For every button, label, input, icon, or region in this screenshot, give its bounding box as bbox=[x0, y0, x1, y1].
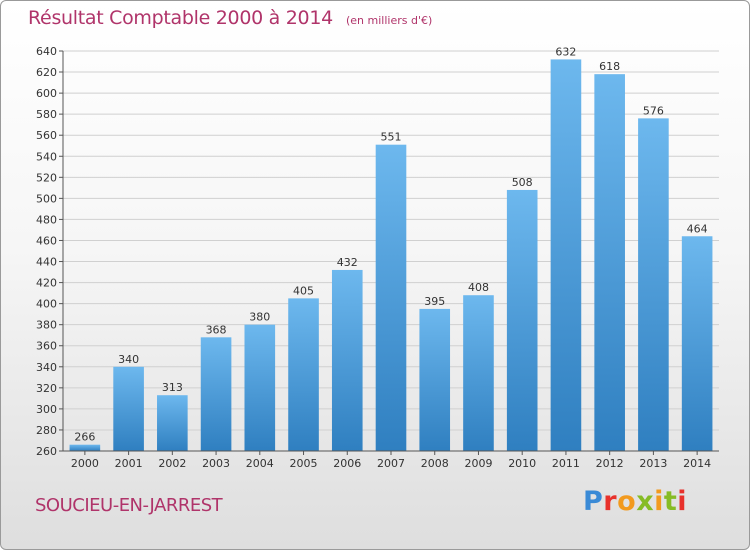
y-tick-label: 540 bbox=[36, 150, 57, 163]
y-tick-label: 520 bbox=[36, 171, 57, 184]
value-label-2006: 432 bbox=[337, 256, 358, 269]
y-tick-label: 300 bbox=[36, 403, 57, 416]
y-tick-label: 460 bbox=[36, 234, 57, 247]
bar-2012 bbox=[594, 74, 625, 451]
x-tick-label: 2000 bbox=[71, 457, 99, 470]
value-label-2003: 368 bbox=[206, 323, 227, 336]
logo-letter: x bbox=[636, 486, 655, 517]
bar-2004 bbox=[244, 324, 276, 451]
x-tick-label: 2008 bbox=[421, 457, 449, 470]
x-tick-label: 2005 bbox=[290, 457, 318, 470]
x-tick-label: 2003 bbox=[202, 457, 230, 470]
commune-name: SOUCIEU-EN-JARREST bbox=[35, 495, 223, 516]
value-label-2000: 266 bbox=[74, 431, 95, 444]
bar-2011 bbox=[550, 59, 582, 451]
y-tick-label: 560 bbox=[36, 129, 57, 142]
chart-title-row: Résultat Comptable 2000 à 2014 (en milli… bbox=[28, 7, 432, 29]
value-label-2013: 576 bbox=[643, 104, 664, 117]
x-axis: 2000 2001 2002 2003 2004 2005 2006 2007 2008 2009… bbox=[63, 450, 719, 470]
bar-2005 bbox=[288, 298, 319, 451]
x-tick-label: 2002 bbox=[158, 457, 186, 470]
logo-letter: i bbox=[654, 486, 664, 517]
x-tick-label: 2004 bbox=[246, 457, 274, 470]
proxiti-logo: Proxiti bbox=[583, 486, 687, 517]
y-axis: 260 280 300 320 340 360 380 400 420 440 460 480 500 5… bbox=[36, 45, 64, 458]
x-tick-label: 2010 bbox=[508, 457, 536, 470]
y-tick-label: 280 bbox=[36, 424, 57, 437]
bar-2001 bbox=[113, 366, 144, 451]
logo-letter: t bbox=[663, 486, 678, 517]
logo-letter: i bbox=[677, 486, 688, 517]
bars bbox=[69, 59, 713, 452]
logo-letter: r bbox=[603, 486, 618, 517]
y-tick-label: 600 bbox=[36, 87, 57, 100]
y-tick-label: 340 bbox=[36, 361, 57, 374]
value-label-2004: 380 bbox=[249, 311, 270, 324]
bar-2009 bbox=[463, 295, 494, 451]
value-label-2001: 340 bbox=[118, 353, 139, 366]
y-tick-label: 480 bbox=[36, 213, 57, 226]
value-label-2007: 551 bbox=[381, 131, 402, 144]
value-labels: 266 340 313 368 380 405 432 551 395 408 508 632 618 5… bbox=[74, 45, 707, 443]
x-tick-label: 2013 bbox=[639, 457, 667, 470]
y-tick-label: 260 bbox=[36, 445, 57, 458]
x-tick-label: 2001 bbox=[115, 457, 143, 470]
chart-subtitle: (en milliers d'€) bbox=[345, 14, 433, 27]
y-tick-label: 620 bbox=[36, 66, 57, 79]
y-tick-label: 640 bbox=[36, 45, 57, 58]
bar-2013 bbox=[638, 118, 669, 452]
x-tick-label: 2006 bbox=[333, 457, 361, 470]
value-label-2009: 408 bbox=[468, 281, 489, 294]
value-label-2014: 464 bbox=[687, 222, 708, 235]
bar-2008 bbox=[419, 308, 451, 451]
value-label-2008: 395 bbox=[424, 295, 445, 308]
y-tick-label: 380 bbox=[36, 319, 57, 332]
y-tick-label: 320 bbox=[36, 382, 57, 395]
y-tick-label: 580 bbox=[36, 108, 57, 121]
chart-title: Résultat Comptable 2000 à 2014 bbox=[28, 7, 333, 29]
logo-letter: o bbox=[617, 486, 637, 517]
x-tick-label: 2009 bbox=[464, 457, 492, 470]
logo-letter: P bbox=[583, 486, 604, 517]
value-label-2010: 508 bbox=[512, 176, 533, 189]
y-tick-label: 500 bbox=[36, 192, 57, 205]
bar-2014 bbox=[681, 236, 713, 451]
bar-2006 bbox=[331, 269, 363, 451]
bar-2007 bbox=[375, 144, 407, 451]
value-label-2002: 313 bbox=[162, 381, 183, 394]
x-tick-label: 2014 bbox=[683, 457, 711, 470]
x-tick-label: 2012 bbox=[596, 457, 624, 470]
x-tick-label: 2011 bbox=[552, 457, 580, 470]
bar-2002 bbox=[157, 395, 188, 451]
y-tick-label: 400 bbox=[36, 298, 57, 311]
bar-2010 bbox=[506, 189, 538, 451]
bar-2000 bbox=[69, 444, 101, 451]
value-label-2005: 405 bbox=[293, 284, 314, 297]
value-label-2012: 618 bbox=[599, 60, 620, 73]
bar-2003 bbox=[200, 337, 232, 451]
y-tick-label: 420 bbox=[36, 277, 57, 290]
value-label-2011: 632 bbox=[555, 45, 576, 58]
x-tick-label: 2007 bbox=[377, 457, 405, 470]
y-tick-label: 440 bbox=[36, 256, 57, 269]
y-tick-label: 360 bbox=[36, 340, 57, 353]
